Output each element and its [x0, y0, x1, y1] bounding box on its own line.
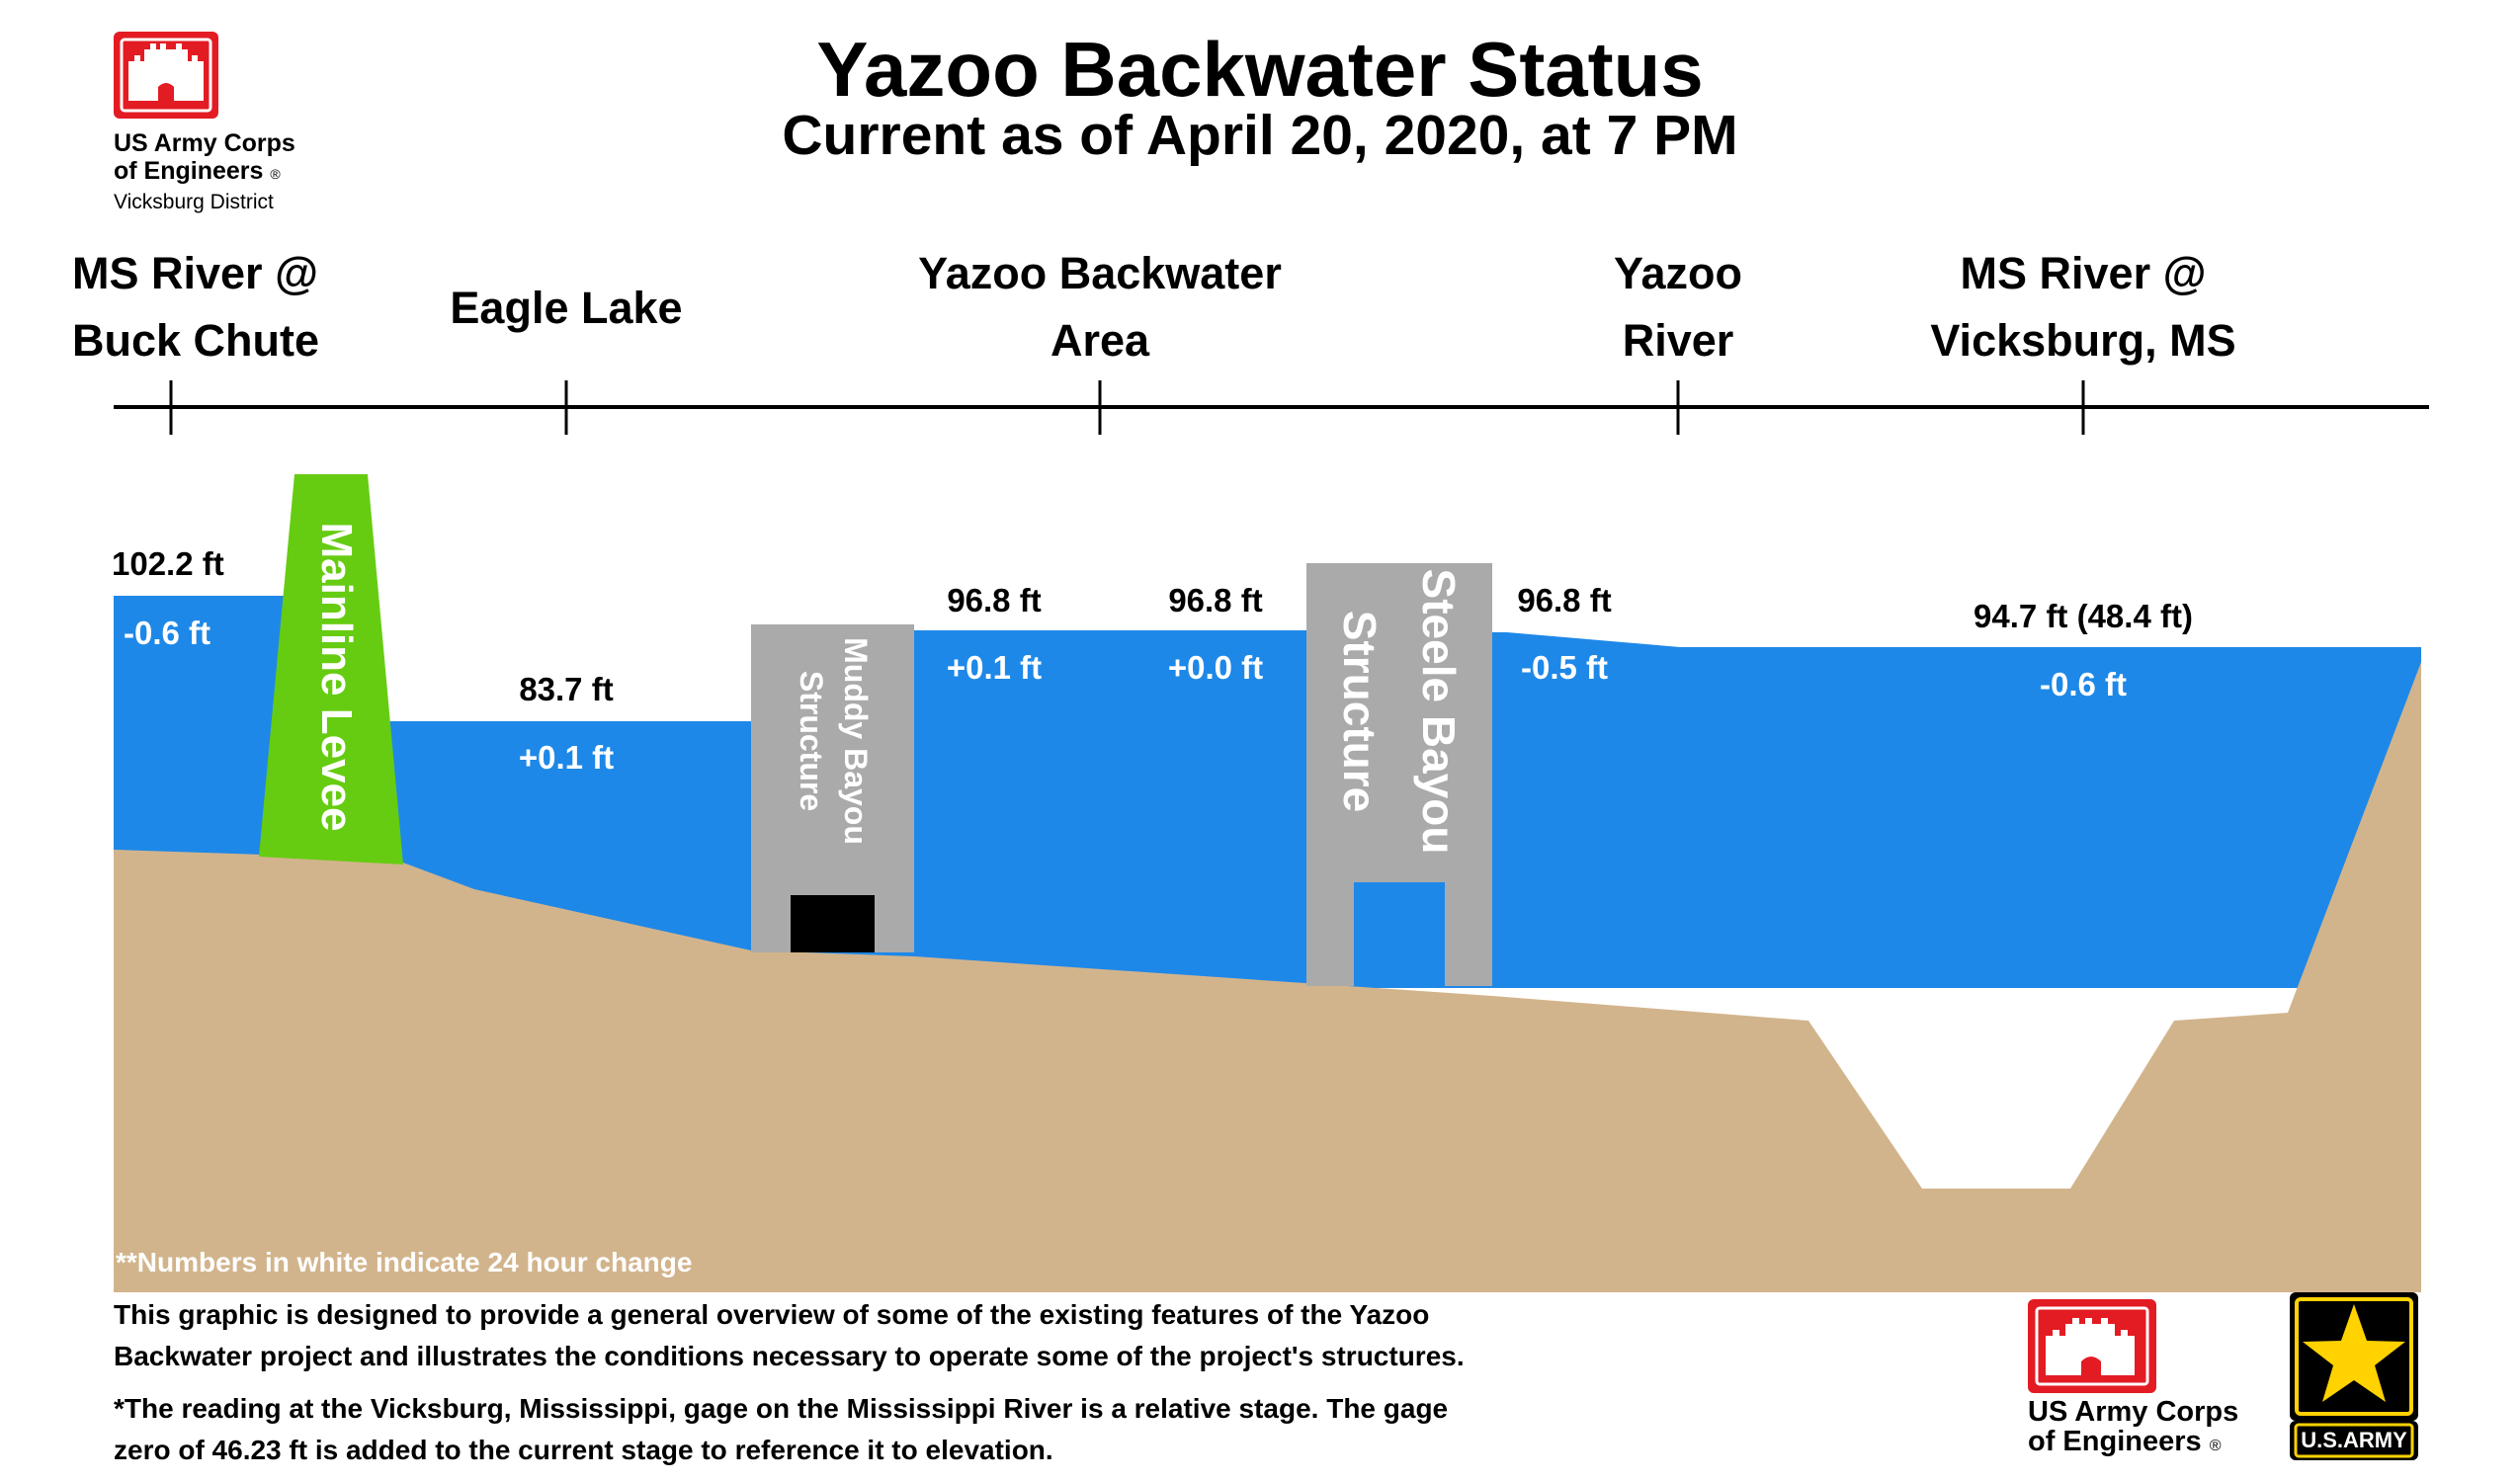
us-army-star-logo: [2290, 1292, 2418, 1460]
stage-yazoo-river: 96.8 ft: [1517, 582, 1612, 618]
stage-vicksburg: 94.7 ft (48.4 ft): [1974, 598, 2193, 634]
gage-note: *The reading at the Vicksburg, Mississip…: [114, 1388, 1448, 1471]
usace-logo-line2: of Engineers ®: [114, 157, 281, 186]
muddy-bayou-label-block: Muddy Bayou Structure: [787, 622, 878, 860]
muddy-bayou-gate: [791, 895, 875, 952]
overview-note-line2: Backwater project and illustrates the co…: [114, 1341, 1465, 1371]
location-line: MS River @: [1960, 248, 2207, 298]
steele-bayou-label-line1: Steele Bayou: [1413, 568, 1465, 855]
stage-backwater-2: 96.8 ft: [1168, 582, 1263, 618]
mainline-levee: [259, 474, 403, 864]
change-vicksburg: -0.6 ft: [2039, 666, 2127, 702]
muddy-bayou-label-line2: Structure: [794, 670, 829, 812]
usace-logo-line1: US Army Corps: [114, 129, 295, 157]
change-eagle-lake: +0.1 ft: [518, 739, 615, 776]
gage-note-line1: *The reading at the Vicksburg, Mississip…: [114, 1393, 1449, 1424]
location-label-eagle-lake: Eagle Lake: [418, 275, 714, 342]
change-backwater-1: +0.1 ft: [946, 649, 1043, 686]
stage-backwater-1: 96.8 ft: [947, 582, 1042, 618]
ground-profile: [114, 662, 2421, 1292]
location-line: MS River @: [72, 248, 318, 298]
steele-bayou-structure: [1306, 563, 1492, 986]
gage-note-line2: zero of 46.23 ft is added to the current…: [114, 1435, 1053, 1465]
usace-logo-line2-text: of Engineers: [114, 157, 264, 185]
overview-note-line1: This graphic is designed to provide a ge…: [114, 1299, 1430, 1330]
location-line: Yazoo Backwater: [918, 248, 1282, 298]
change-note: **Numbers in white indicate 24 hour chan…: [116, 1247, 693, 1277]
usace-footer-line2: of Engineers ®: [2028, 1426, 2222, 1458]
water-body: [114, 596, 2421, 988]
us-army-wordmark: U.S.ARMY: [2301, 1428, 2407, 1452]
location-label-buck-chute: MS River @ Buck Chute: [72, 240, 320, 374]
page-subtitle: Current as of April 20, 2020, at 7 PM: [782, 104, 1738, 167]
location-line: Area: [1050, 315, 1150, 366]
usace-castle-logo-footer: [2028, 1299, 2156, 1393]
location-line: Eagle Lake: [450, 283, 683, 333]
location-label-vicksburg: MS River @ Vicksburg, MS: [1866, 240, 2301, 374]
location-line: Vicksburg, MS: [1930, 315, 2236, 366]
registered-mark: ®: [270, 166, 281, 182]
usace-footer-line2-text: of Engineers: [2028, 1426, 2202, 1457]
steele-bayou-label-block: Steele Bayou Structure: [1320, 563, 1478, 860]
change-backwater-2: +0.0 ft: [1167, 649, 1264, 686]
usace-district-name: Vicksburg District: [114, 191, 274, 213]
location-line: River: [1622, 315, 1734, 366]
page-title: Yazoo Backwater Status: [816, 26, 1704, 113]
usace-footer-line1: US Army Corps: [2028, 1396, 2239, 1428]
steele-bayou-label-line2: Structure: [1334, 610, 1386, 813]
usace-castle-logo: [114, 32, 218, 119]
registered-mark: ®: [2209, 1438, 2222, 1454]
stage-eagle-lake: 83.7 ft: [519, 671, 614, 707]
location-line: Buck Chute: [72, 315, 320, 366]
location-label-backwater-area: Yazoo Backwater Area: [853, 240, 1347, 374]
levee-label-text: Mainline Levee: [312, 522, 361, 832]
location-line: Yazoo: [1613, 248, 1743, 298]
stage-buck-chute: 102.2 ft: [112, 545, 224, 582]
muddy-bayou-label-line1: Muddy Bayou: [838, 637, 874, 845]
overview-note: This graphic is designed to provide a ge…: [114, 1294, 1465, 1377]
change-yazoo-river: -0.5 ft: [1520, 649, 1608, 686]
change-buck-chute: -0.6 ft: [124, 615, 211, 651]
location-label-yazoo-river: Yazoo River: [1530, 240, 1826, 374]
